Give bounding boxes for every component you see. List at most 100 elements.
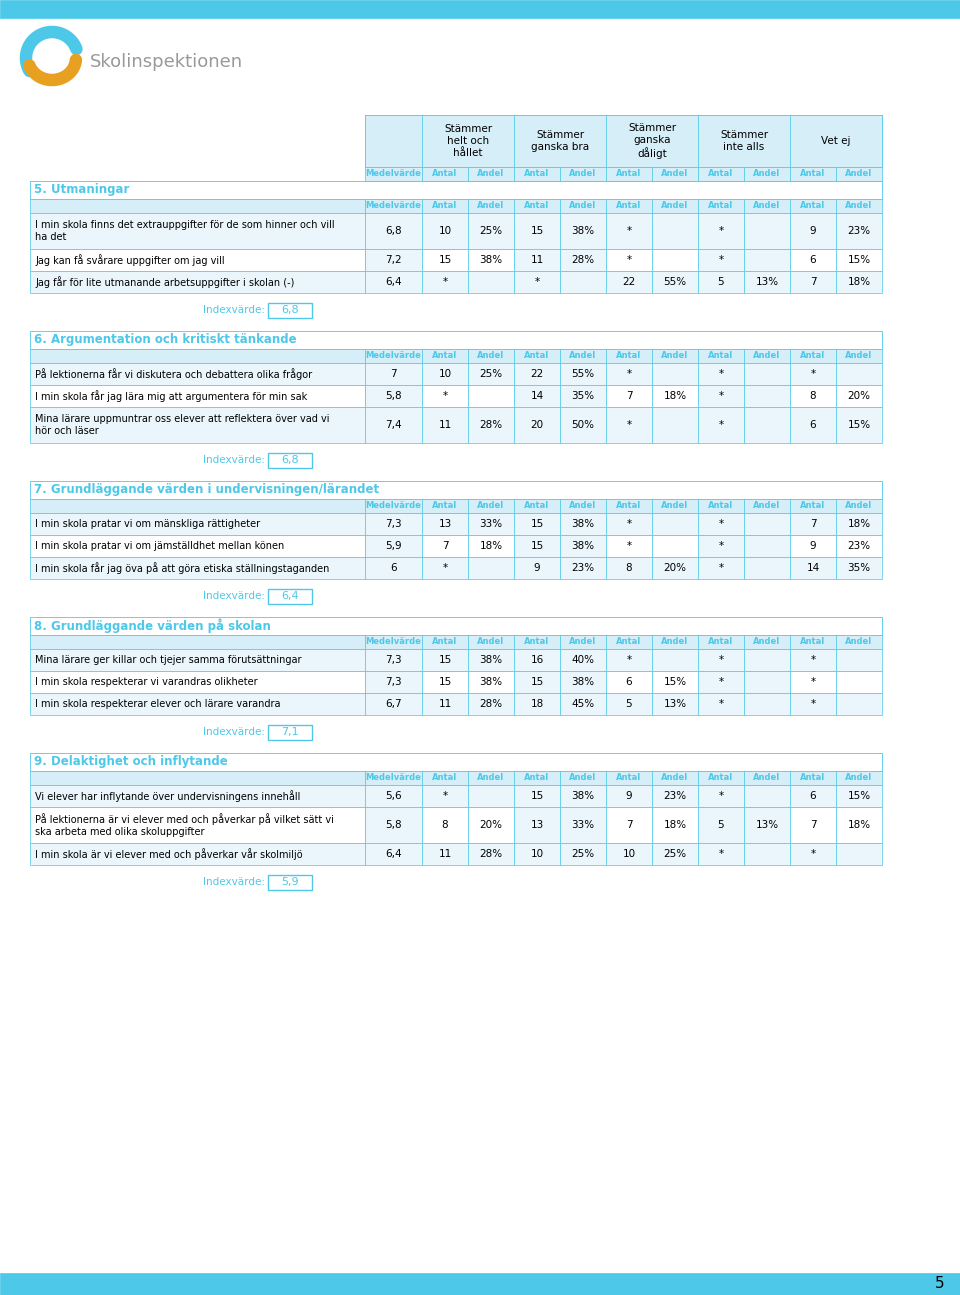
Text: 10: 10 <box>439 227 451 236</box>
Bar <box>790 249 836 271</box>
Bar <box>652 843 698 865</box>
Text: 55%: 55% <box>663 277 686 287</box>
Text: *: * <box>810 369 816 379</box>
Bar <box>468 771 514 785</box>
Text: 7: 7 <box>626 391 633 401</box>
Bar <box>268 452 312 467</box>
Bar <box>606 693 652 715</box>
Bar <box>30 332 882 348</box>
Bar <box>790 557 836 579</box>
Text: 20%: 20% <box>848 391 871 401</box>
Bar <box>744 771 790 785</box>
Text: 15%: 15% <box>848 255 871 265</box>
Bar <box>606 249 652 271</box>
Bar <box>422 557 468 579</box>
Text: *: * <box>718 255 724 265</box>
Bar <box>606 363 652 385</box>
Bar <box>422 167 468 181</box>
Bar <box>514 385 560 407</box>
Text: Antal: Antal <box>708 202 733 211</box>
Bar <box>790 513 836 535</box>
Text: 38%: 38% <box>571 227 594 236</box>
Bar <box>365 771 422 785</box>
Bar <box>422 671 468 693</box>
Text: 7: 7 <box>390 369 396 379</box>
Bar <box>560 348 606 363</box>
Text: Antal: Antal <box>801 170 826 179</box>
Text: 9: 9 <box>809 227 816 236</box>
Bar <box>514 535 560 557</box>
Bar <box>365 167 422 181</box>
Bar <box>30 785 365 807</box>
Text: 15%: 15% <box>848 420 871 430</box>
Text: 23%: 23% <box>848 227 871 236</box>
Bar <box>514 843 560 865</box>
Text: I min skola pratar vi om mänskliga rättigheter: I min skola pratar vi om mänskliga rätti… <box>35 519 260 528</box>
Bar <box>698 671 744 693</box>
Text: Medelvärde: Medelvärde <box>366 773 421 782</box>
Bar <box>836 807 882 843</box>
Bar <box>790 635 836 649</box>
Text: Andel: Andel <box>569 170 596 179</box>
Bar <box>30 513 365 535</box>
Bar <box>652 348 698 363</box>
Bar <box>790 385 836 407</box>
Bar <box>514 199 560 212</box>
Bar <box>422 843 468 865</box>
Bar <box>30 649 365 671</box>
Bar <box>790 271 836 293</box>
Text: 7,3: 7,3 <box>385 655 402 666</box>
Text: 25%: 25% <box>479 369 503 379</box>
Bar <box>790 785 836 807</box>
Text: Jag får för lite utmanande arbetsuppgifter i skolan (-): Jag får för lite utmanande arbetsuppgift… <box>35 276 295 287</box>
Text: 5: 5 <box>718 820 724 830</box>
Text: I min skola respekterar elever och lärare varandra: I min skola respekterar elever och lärar… <box>35 699 280 708</box>
Bar <box>606 557 652 579</box>
Text: 8: 8 <box>626 563 633 572</box>
Text: Antal: Antal <box>524 202 550 211</box>
Bar <box>30 499 365 513</box>
Text: 8. Grundläggande värden på skolan: 8. Grundläggande värden på skolan <box>34 619 271 633</box>
Bar <box>514 115 606 167</box>
Bar <box>652 671 698 693</box>
Bar <box>698 385 744 407</box>
Bar <box>836 407 882 443</box>
Text: 15: 15 <box>439 655 451 666</box>
Text: Medelvärde: Medelvärde <box>366 637 421 646</box>
Bar <box>744 199 790 212</box>
Bar <box>560 499 606 513</box>
Bar <box>560 363 606 385</box>
Bar <box>468 807 514 843</box>
Bar <box>606 513 652 535</box>
Text: 6: 6 <box>809 255 816 265</box>
Text: *: * <box>718 850 724 859</box>
Bar <box>560 557 606 579</box>
Bar <box>30 671 365 693</box>
Bar <box>468 635 514 649</box>
Text: 14: 14 <box>806 563 820 572</box>
Text: I min skola respekterar vi varandras olikheter: I min skola respekterar vi varandras oli… <box>35 677 257 688</box>
Bar <box>606 385 652 407</box>
Bar <box>365 249 422 271</box>
Text: Vi elever har inflytande över undervisningens innehåll: Vi elever har inflytande över undervisni… <box>35 790 300 802</box>
Text: Andel: Andel <box>477 202 505 211</box>
Text: 25%: 25% <box>571 850 594 859</box>
Bar <box>0 0 960 18</box>
Bar <box>836 249 882 271</box>
Text: Vet ej: Vet ej <box>821 136 851 146</box>
Bar <box>365 693 422 715</box>
Bar <box>560 271 606 293</box>
Bar <box>365 199 422 212</box>
Bar <box>652 649 698 671</box>
Text: Indexvärde:: Indexvärde: <box>203 455 265 465</box>
Bar <box>30 407 365 443</box>
Bar <box>365 348 422 363</box>
Bar <box>514 271 560 293</box>
Text: *: * <box>718 227 724 236</box>
Text: Antal: Antal <box>616 170 641 179</box>
Text: *: * <box>718 655 724 666</box>
Bar <box>422 212 468 249</box>
Bar <box>836 693 882 715</box>
Bar <box>606 167 652 181</box>
Bar <box>30 616 882 635</box>
